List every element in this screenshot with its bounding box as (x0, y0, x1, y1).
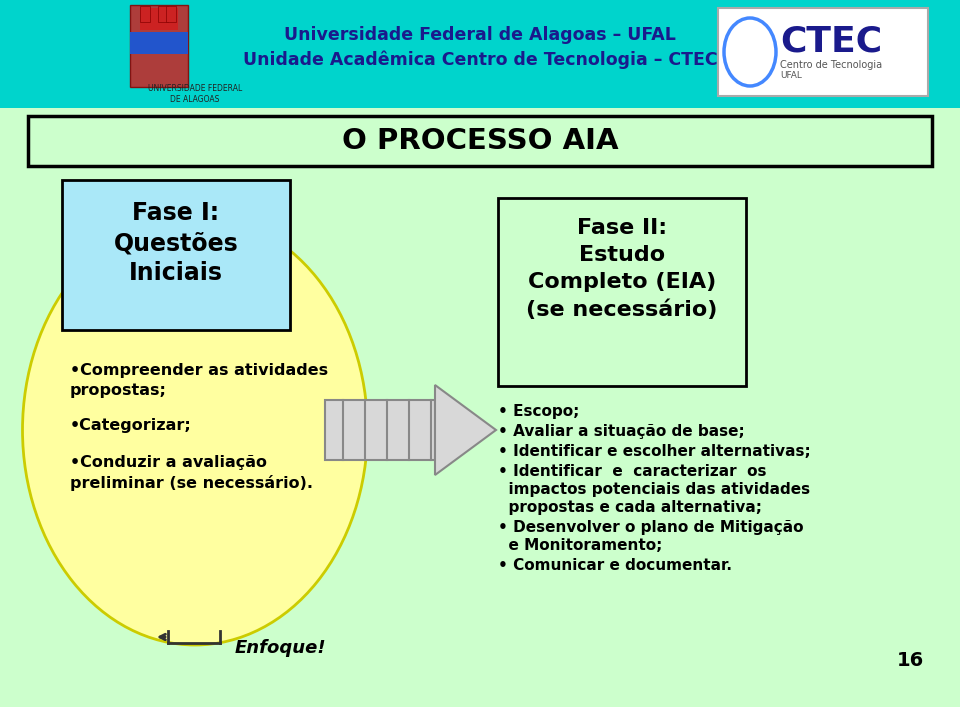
Text: Questões: Questões (113, 231, 238, 255)
Bar (62, 180, 290, 330)
Text: •Categorizar;: •Categorizar; (70, 418, 192, 433)
Text: Unidade Acadêmica Centro de Tecnologia – CTEC: Unidade Acadêmica Centro de Tecnologia –… (243, 51, 717, 69)
Text: • Identificar  e  caracterizar  os: • Identificar e caracterizar os (498, 464, 766, 479)
Text: impactos potenciais das atividades: impactos potenciais das atividades (498, 482, 810, 497)
Bar (498, 198, 746, 386)
Text: e Monitoramento;: e Monitoramento; (498, 538, 662, 553)
Bar (130, 32, 188, 54)
Text: Estudo: Estudo (579, 245, 665, 265)
Text: UFAL: UFAL (780, 71, 802, 79)
Polygon shape (435, 385, 496, 475)
Text: Iniciais: Iniciais (129, 261, 223, 285)
Text: • Escopo;: • Escopo; (498, 404, 580, 419)
Ellipse shape (22, 215, 368, 645)
Text: • Comunicar e documentar.: • Comunicar e documentar. (498, 558, 732, 573)
Text: propostas;: propostas; (70, 383, 167, 398)
Text: • Identificar e escolher alternativas;: • Identificar e escolher alternativas; (498, 444, 811, 459)
Bar (130, 5, 188, 87)
Text: CTEC: CTEC (780, 25, 882, 59)
Text: 16: 16 (897, 650, 924, 670)
Bar (158, 6, 168, 22)
Text: UNIVERSIDADE FEDERAL
DE ALAGOAS: UNIVERSIDADE FEDERAL DE ALAGOAS (148, 84, 242, 104)
Text: O PROCESSO AIA: O PROCESSO AIA (342, 127, 618, 155)
Bar (28, 116, 932, 166)
Text: (se necessário): (se necessário) (526, 300, 718, 320)
Text: propostas e cada alternativa;: propostas e cada alternativa; (498, 500, 762, 515)
Text: • Desenvolver o plano de Mitigação: • Desenvolver o plano de Mitigação (498, 520, 804, 535)
Text: •Conduzir a avaliação: •Conduzir a avaliação (70, 455, 267, 470)
Bar (325, 400, 435, 460)
Text: • Avaliar a situação de base;: • Avaliar a situação de base; (498, 424, 745, 439)
Text: Fase I:: Fase I: (132, 201, 220, 225)
Bar (140, 6, 150, 22)
Text: Centro de Tecnologia: Centro de Tecnologia (780, 60, 882, 70)
Text: Completo (EIA): Completo (EIA) (528, 272, 716, 292)
Text: Enfoque!: Enfoque! (235, 639, 326, 657)
Bar (166, 6, 176, 22)
Bar (140, 8, 178, 30)
Bar (0, 0, 960, 108)
Text: Universidade Federal de Alagoas – UFAL: Universidade Federal de Alagoas – UFAL (284, 26, 676, 44)
Bar (718, 8, 928, 96)
Text: •Compreender as atividades: •Compreender as atividades (70, 363, 328, 378)
Text: Fase II:: Fase II: (577, 218, 667, 238)
Text: preliminar (se necessário).: preliminar (se necessário). (70, 475, 313, 491)
